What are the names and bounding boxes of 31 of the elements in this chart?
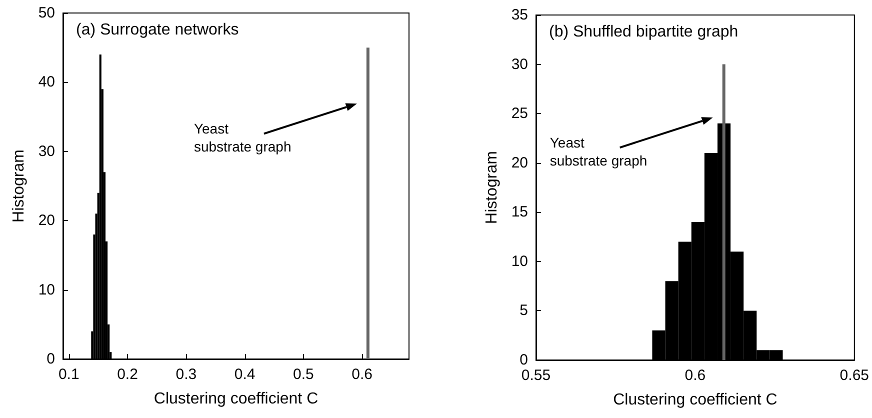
y-tick-label: 0 <box>520 352 528 368</box>
y-tick-label: 25 <box>511 105 528 122</box>
x-tick-label: 0.65 <box>840 367 870 384</box>
y-tick-label: 5 <box>520 302 528 320</box>
x-tick-label: 0.2 <box>117 366 138 383</box>
y-tick-label: 10 <box>38 281 55 298</box>
x-axis-title: Clustering coefficient C <box>613 392 778 408</box>
annotation: Yeast substrate graph <box>550 134 648 169</box>
y-tick-label: 20 <box>511 154 528 172</box>
y-tick-label: 30 <box>38 142 55 160</box>
x-tick-label: 0.55 <box>521 367 551 384</box>
y-tick-label: 30 <box>511 56 528 73</box>
y-tick-label: 0 <box>46 350 55 368</box>
y-tick-label: 15 <box>511 204 528 221</box>
x-tick-label: 0.6 <box>352 366 373 383</box>
y-tick-label: 35 <box>511 6 528 24</box>
y-tick-label: 40 <box>38 74 55 91</box>
annotation: Yeast substrate graph <box>194 120 292 155</box>
text: (a) Surrogate networks <box>76 22 239 38</box>
x-tick-label: 0.6 <box>684 367 706 384</box>
text: (b) Shuffled bipartite graph <box>549 24 738 40</box>
x-tick-label: 0.4 <box>234 366 256 383</box>
y-axis-title: Histogram <box>10 150 28 222</box>
y-tick-label: 20 <box>38 212 55 230</box>
x-tick-label: 0.5 <box>293 366 314 383</box>
y-tick-label: 10 <box>511 252 528 270</box>
x-tick-label: 0.1 <box>58 366 80 383</box>
x-tick-label: 0.3 <box>176 366 197 383</box>
y-axis-title: Histogram <box>484 151 500 224</box>
y-tick-label: 50 <box>38 4 55 22</box>
x-axis-title: Clustering coefficient C <box>154 390 318 408</box>
